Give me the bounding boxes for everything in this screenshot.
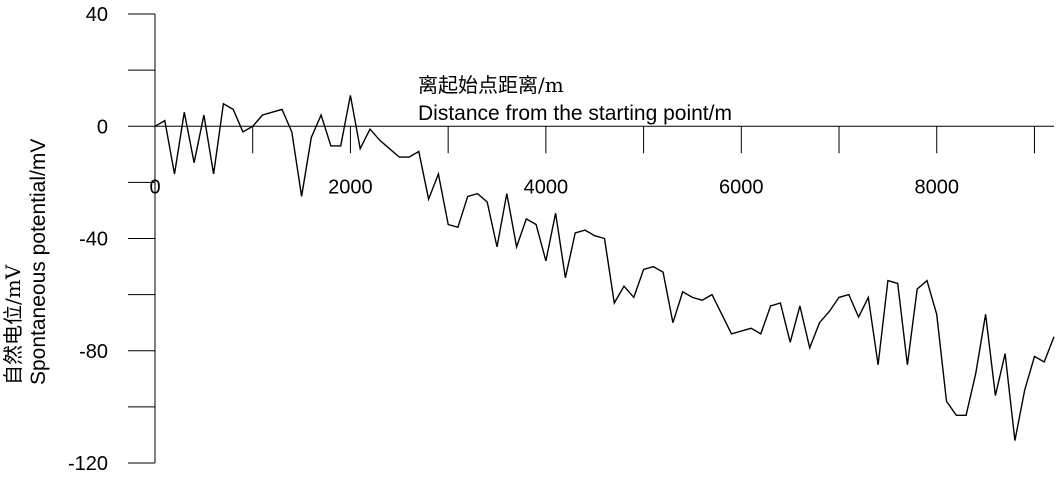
axes: 40 0 -40 -80 -120 0 2000 4000 6000 8000 bbox=[68, 4, 1054, 475]
y-tick-label: -40 bbox=[79, 229, 108, 251]
x-tick-label: 0 bbox=[149, 176, 160, 198]
y-tick-label: -120 bbox=[68, 453, 108, 475]
labels: 离起始点距离/m Distance from the starting poin… bbox=[1, 73, 732, 385]
y-tick-label: 0 bbox=[97, 116, 108, 138]
x-axis-title-en: Distance from the starting point/m bbox=[418, 102, 732, 125]
y-tick-label: -80 bbox=[79, 341, 108, 363]
y-axis-title-cn: 自然电位/mV bbox=[1, 264, 25, 385]
series-layer bbox=[154, 95, 1055, 441]
x-tick-label: 8000 bbox=[914, 176, 959, 198]
x-tick-label: 4000 bbox=[524, 176, 569, 198]
x-tick-label: 2000 bbox=[328, 176, 373, 198]
x-axis-title-cn: 离起始点距离/m bbox=[418, 73, 564, 97]
series-line bbox=[154, 95, 1055, 441]
y-tick-label: 40 bbox=[86, 4, 108, 26]
y-axis-title-en: Spontaneous potential/mV bbox=[27, 139, 50, 385]
x-tick-label: 6000 bbox=[719, 176, 764, 198]
